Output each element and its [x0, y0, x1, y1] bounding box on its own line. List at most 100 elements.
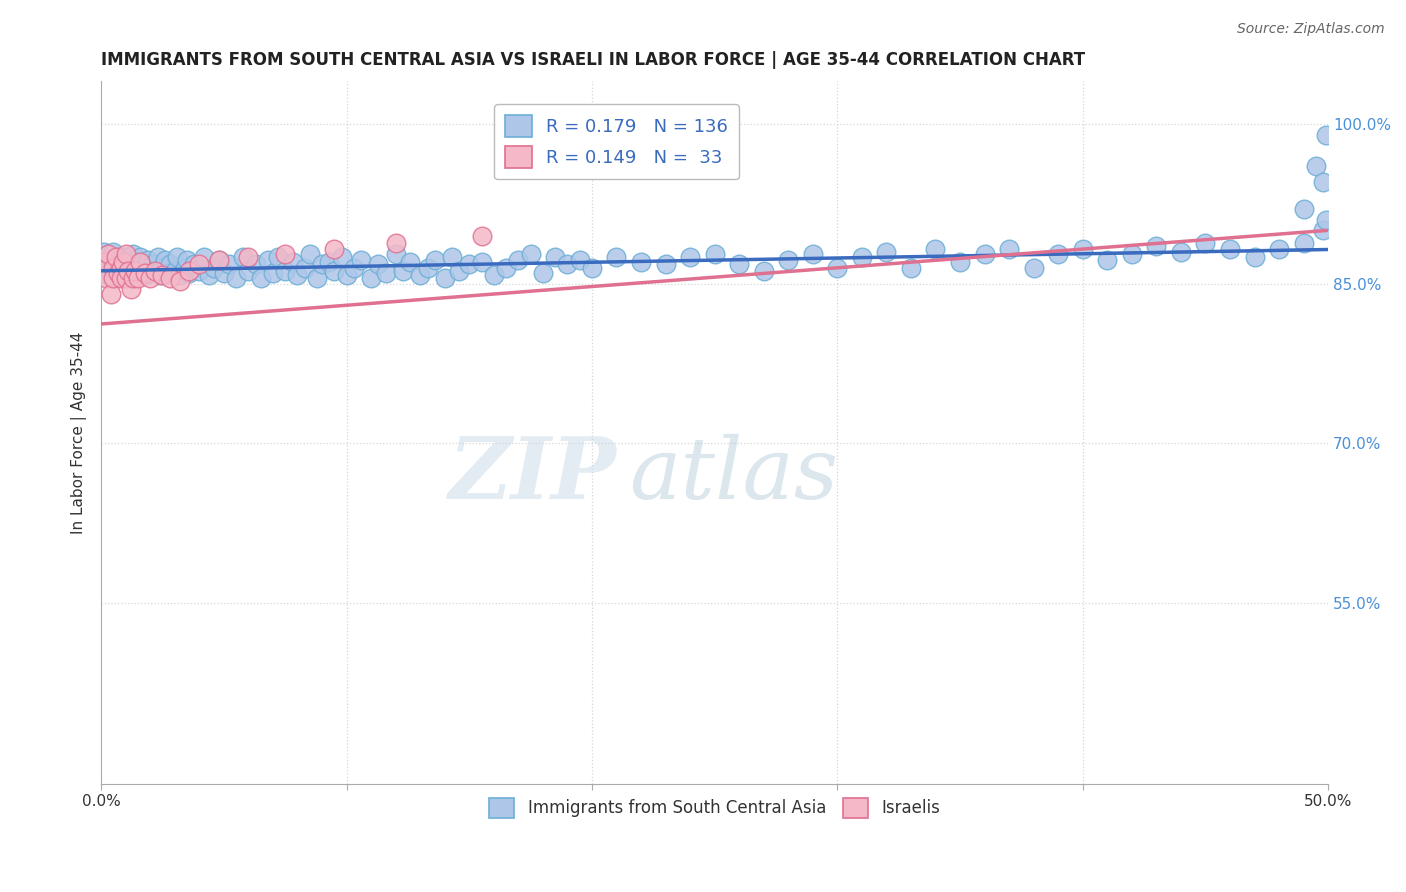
Point: [110, 266, 132, 280]
Point: [728, 257, 751, 271]
Point: [1243, 250, 1265, 264]
Point: [110, 253, 132, 268]
Point: [218, 257, 240, 271]
Point: [307, 271, 329, 285]
Point: [1305, 160, 1327, 174]
Point: [107, 257, 129, 271]
Point: [117, 250, 139, 264]
Point: [1170, 244, 1192, 259]
Point: [153, 253, 176, 268]
Point: [249, 271, 271, 285]
Point: [120, 268, 142, 282]
Point: [1312, 176, 1334, 190]
Point: [605, 250, 627, 264]
Point: [262, 266, 284, 280]
Point: [232, 250, 254, 264]
Point: [1292, 202, 1315, 216]
Point: [193, 250, 215, 264]
Point: [117, 264, 139, 278]
Point: [169, 274, 191, 288]
Point: [188, 264, 211, 278]
Point: [124, 264, 146, 278]
Point: [139, 271, 162, 285]
Point: [752, 264, 775, 278]
Point: [1022, 260, 1045, 275]
Point: [107, 266, 129, 280]
Point: [110, 260, 132, 275]
Point: [238, 250, 260, 264]
Point: [183, 257, 205, 271]
Text: ZIP: ZIP: [449, 433, 616, 516]
Point: [107, 268, 129, 282]
Point: [973, 246, 995, 260]
Point: [482, 268, 505, 282]
Point: [159, 271, 181, 285]
Point: [114, 246, 136, 260]
Point: [311, 257, 333, 271]
Point: [103, 260, 125, 275]
Point: [274, 264, 297, 278]
Point: [120, 282, 142, 296]
Point: [851, 250, 873, 264]
Point: [122, 246, 145, 260]
Point: [103, 271, 125, 285]
Point: [1219, 243, 1241, 257]
Point: [323, 264, 346, 278]
Point: [100, 253, 122, 268]
Point: [97, 246, 120, 260]
Point: [287, 268, 309, 282]
Point: [257, 253, 280, 268]
Point: [416, 260, 439, 275]
Point: [94, 260, 117, 275]
Point: [1315, 212, 1337, 227]
Point: [156, 266, 179, 280]
Point: [120, 255, 142, 269]
Point: [323, 243, 346, 257]
Point: [544, 250, 567, 264]
Point: [1315, 128, 1337, 142]
Point: [557, 257, 579, 271]
Point: [132, 260, 155, 275]
Point: [508, 253, 530, 268]
Point: [188, 257, 211, 271]
Point: [127, 255, 149, 269]
Point: [703, 246, 725, 260]
Point: [679, 250, 702, 264]
Point: [1268, 243, 1291, 257]
Point: [103, 244, 125, 259]
Point: [267, 250, 290, 264]
Point: [245, 257, 267, 271]
Point: [531, 266, 554, 280]
Point: [384, 236, 406, 251]
Point: [1097, 253, 1119, 268]
Point: [900, 260, 922, 275]
Point: [392, 264, 415, 278]
Point: [274, 246, 297, 260]
Point: [318, 255, 340, 269]
Point: [367, 257, 389, 271]
Point: [143, 264, 166, 278]
Point: [112, 250, 135, 264]
Point: [104, 255, 127, 269]
Point: [519, 246, 541, 260]
Point: [875, 244, 897, 259]
Text: atlas: atlas: [628, 434, 838, 516]
Point: [104, 250, 127, 264]
Point: [374, 266, 396, 280]
Point: [142, 257, 165, 271]
Point: [97, 268, 120, 282]
Point: [100, 287, 122, 301]
Point: [399, 255, 422, 269]
Point: [801, 246, 824, 260]
Point: [124, 264, 146, 278]
Point: [433, 271, 456, 285]
Point: [110, 271, 132, 285]
Point: [423, 253, 446, 268]
Text: IMMIGRANTS FROM SOUTH CENTRAL ASIA VS ISRAELI IN LABOR FORCE | AGE 35-44 CORRELA: IMMIGRANTS FROM SOUTH CENTRAL ASIA VS IS…: [101, 51, 1085, 69]
Point: [208, 253, 231, 268]
Point: [104, 264, 127, 278]
Point: [134, 268, 156, 282]
Point: [281, 255, 304, 269]
Point: [1292, 236, 1315, 251]
Point: [122, 271, 145, 285]
